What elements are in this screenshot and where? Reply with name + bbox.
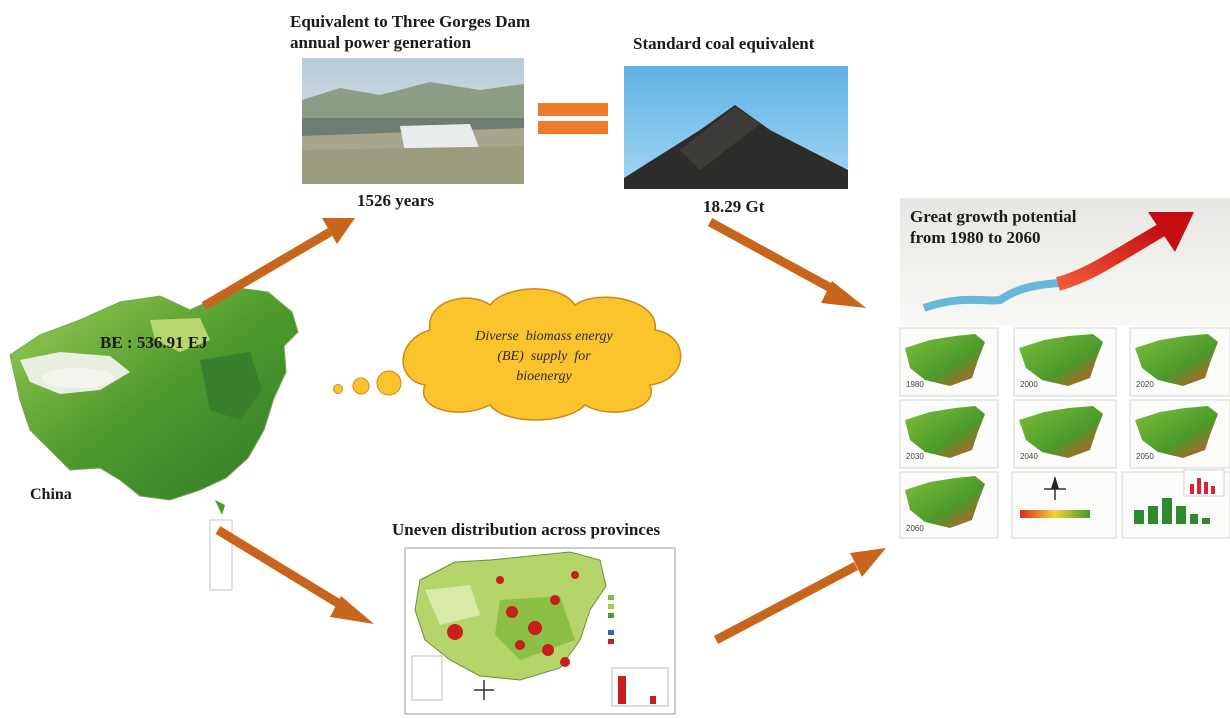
be-total-label: BE : 536.91 EJ	[100, 333, 208, 352]
year-label: 2040	[1020, 452, 1038, 461]
thought-bubbles	[333, 370, 402, 396]
equals-sign	[538, 103, 608, 134]
dam-title-label: Equivalent to Three Gorges Dam annual po…	[290, 12, 531, 52]
mini-bar-chart	[1134, 469, 1225, 524]
cloud-shape	[402, 288, 682, 421]
growth-panel	[900, 198, 1230, 326]
china-map	[9, 287, 299, 591]
dam-photo	[302, 58, 524, 184]
year-label: 2060	[906, 524, 924, 533]
mini-map-shapes	[905, 334, 1218, 528]
coal-photo	[624, 66, 848, 189]
year-label: 2030	[906, 452, 924, 461]
year-label: 1980	[906, 380, 924, 389]
year-label: 2000	[1020, 380, 1038, 389]
legend-panel	[1020, 476, 1090, 518]
cloud-text: Diverse biomass energy (BE) supply for b…	[475, 329, 613, 384]
growth-title-label: Great growth potential from 1980 to 2060	[910, 207, 1077, 247]
uneven-title-label: Uneven distribution across provinces	[392, 520, 661, 539]
province-map	[404, 547, 676, 715]
year-label: 2020	[1136, 380, 1154, 389]
arrow-provinces-to-growth	[713, 548, 886, 644]
dam-years-label: 1526 years	[357, 191, 434, 210]
year-label: 2050	[1136, 452, 1154, 461]
coal-amount-label: 18.29 Gt	[703, 197, 765, 216]
arrow-to-dam	[201, 218, 355, 310]
coal-title-label: Standard coal equivalent	[633, 34, 815, 53]
china-label: China	[30, 486, 72, 503]
arrow-coal-to-growth	[707, 218, 866, 308]
arrow-to-provinces	[215, 526, 374, 624]
